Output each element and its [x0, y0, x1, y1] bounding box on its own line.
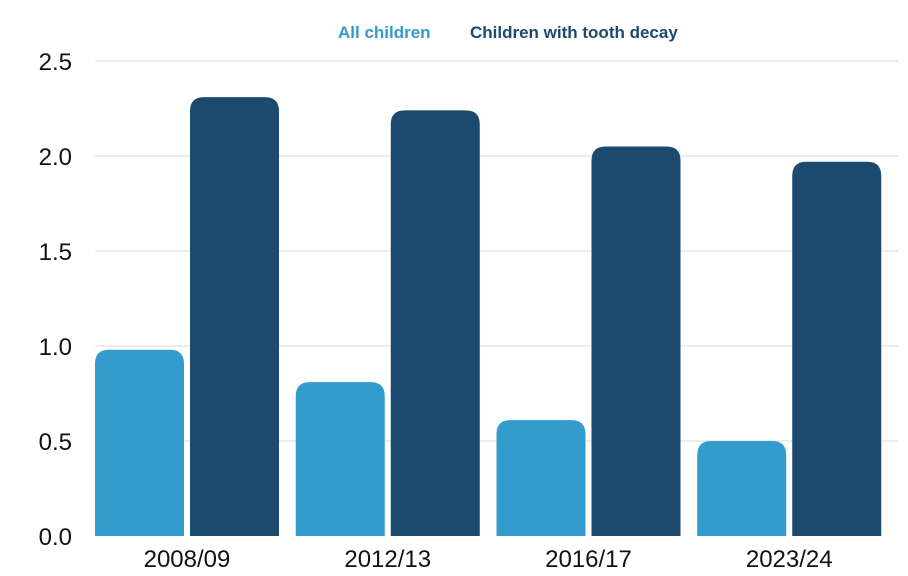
y-tick-label: 0.5 [39, 429, 72, 456]
bar-children-with-tooth-decay [390, 110, 480, 537]
y-tick-label: 2.0 [39, 144, 72, 171]
legend: All children Children with tooth decay [338, 23, 678, 42]
x-axis-tick-labels: 2008/09 2012/13 2016/17 2023/24 [144, 546, 833, 573]
bar-all-children [95, 349, 184, 536]
y-tick-label: 0.0 [39, 524, 72, 551]
bar-children-with-tooth-decay [591, 146, 681, 536]
x-tick-label: 2008/09 [144, 546, 231, 573]
legend-label-all-children: All children [338, 23, 431, 42]
legend-label-children-with-tooth-decay: Children with tooth decay [470, 23, 678, 42]
y-tick-label: 1.5 [39, 239, 72, 266]
bar-all-children [295, 382, 385, 536]
bars [95, 97, 882, 537]
x-tick-label: 2016/17 [545, 546, 632, 573]
y-tick-label: 1.0 [39, 334, 72, 361]
bar-children-with-tooth-decay [190, 97, 279, 536]
y-tick-label: 2.5 [39, 49, 72, 76]
x-tick-label: 2012/13 [344, 546, 431, 573]
bar-children-with-tooth-decay [792, 161, 882, 536]
bar-all-children [697, 441, 787, 536]
y-axis-tick-labels: 0.0 0.5 1.0 1.5 2.0 2.5 [39, 49, 72, 551]
bar-all-children [496, 420, 586, 536]
x-tick-label: 2023/24 [746, 546, 833, 573]
